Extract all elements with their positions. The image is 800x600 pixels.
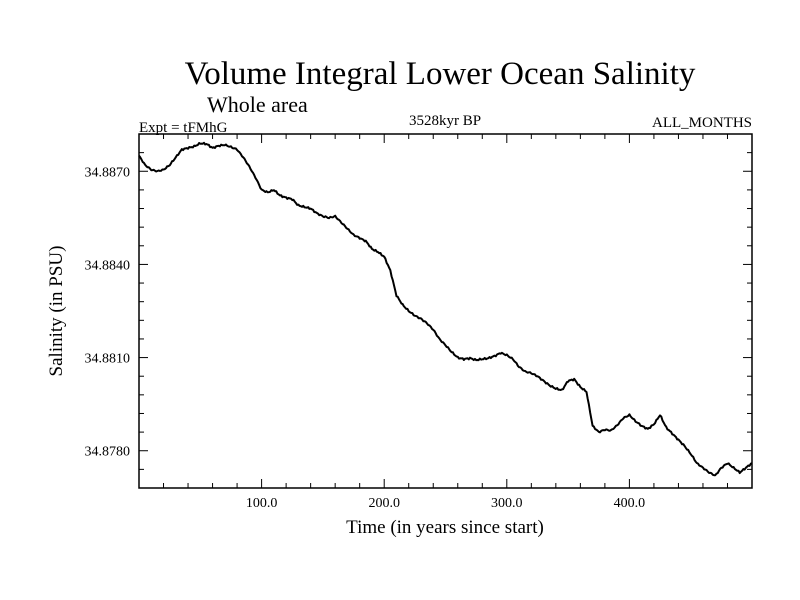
x-tick-label: 400.0: [614, 496, 646, 511]
experiment-label: Expt = tFMhG: [139, 120, 228, 136]
y-tick-label: 34.8840: [85, 258, 131, 273]
y-tick-label: 34.8780: [85, 445, 131, 460]
axis-ticks: 100.0 200.0 300.0 400.0 34.8780 34.8810 34.884…: [85, 134, 752, 511]
y-axis-label: Salinity (in PSU): [46, 246, 67, 377]
x-tick-label: 100.0: [246, 496, 278, 511]
x-tick-label: 200.0: [368, 496, 400, 511]
y-tick-label: 34.8870: [85, 165, 131, 180]
months-label: ALL_MONTHS: [652, 115, 752, 131]
y-tick-label: 34.8810: [85, 352, 131, 367]
x-tick-label: 300.0: [491, 496, 523, 511]
period-label: 3528kyr BP: [409, 113, 481, 129]
plot-frame: [138, 133, 753, 489]
salinity-series-line: [138, 141, 753, 477]
chart-subtitle: Whole area: [207, 92, 308, 117]
x-axis-label: Time (in years since start): [346, 517, 544, 538]
chart-title: Volume Integral Lower Ocean Salinity: [185, 56, 696, 92]
